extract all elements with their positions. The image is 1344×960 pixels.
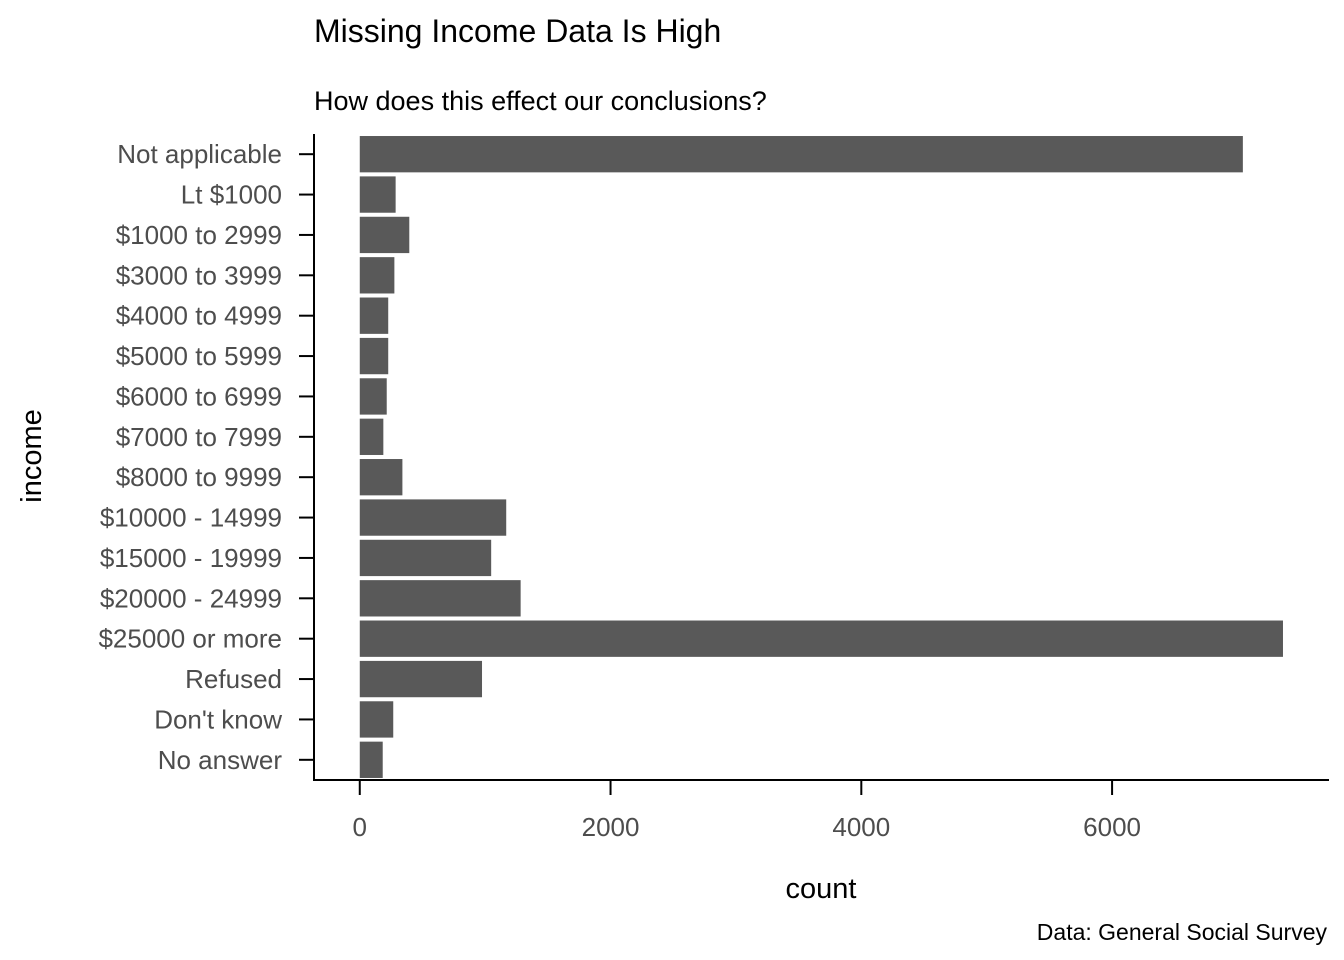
y-tick-label: Don't know	[154, 704, 282, 734]
y-tick-label: Refused	[185, 664, 282, 694]
bar	[359, 701, 394, 738]
y-tick-labels: Not applicable Lt $1000 $1000 to 2999 $3000…	[98, 139, 314, 775]
y-tick-label: $8000 to 9999	[116, 462, 282, 492]
x-tick-label: 0	[353, 812, 367, 842]
bar	[359, 297, 389, 334]
bar	[359, 337, 389, 375]
bar	[359, 660, 483, 698]
bar	[359, 216, 410, 254]
x-tick-label: 4000	[832, 812, 890, 842]
y-tick-label: $4000 to 4999	[116, 301, 282, 331]
bar	[359, 741, 383, 778]
y-tick-label: $6000 to 6999	[116, 381, 282, 411]
y-tick-label: Not applicable	[117, 139, 282, 169]
y-tick-label: $20000 - 24999	[100, 583, 282, 613]
bar	[359, 620, 1283, 657]
y-tick-label: $3000 to 3999	[116, 260, 282, 290]
bar	[359, 539, 492, 577]
bar	[359, 499, 507, 536]
x-tick-label: 6000	[1083, 812, 1141, 842]
y-tick-label: $10000 - 14999	[100, 503, 282, 533]
chart-subtitle: How does this effect our conclusions?	[314, 86, 767, 116]
bar	[359, 257, 395, 294]
bar	[359, 580, 521, 617]
x-axis-title: count	[786, 873, 857, 905]
bar	[359, 459, 403, 496]
x-tick-label: 2000	[582, 812, 640, 842]
x-ticks: 0 2000 4000 6000	[353, 780, 1141, 842]
chart-title: Missing Income Data Is High	[314, 13, 721, 49]
bars-group	[359, 136, 1283, 778]
y-tick-label: $5000 to 5999	[116, 341, 282, 371]
y-tick-label: No answer	[158, 745, 283, 775]
y-tick-label: $25000 or more	[98, 624, 282, 654]
y-axis-title: income	[16, 409, 48, 503]
bar	[359, 418, 384, 455]
y-tick-label: Lt $1000	[181, 180, 282, 210]
y-tick-label: $7000 to 7999	[116, 422, 282, 452]
bar	[359, 136, 1243, 173]
bar	[359, 378, 387, 415]
y-tick-label: $15000 - 19999	[100, 543, 282, 573]
chart-caption: Data: General Social Survey	[1037, 919, 1328, 945]
bar	[359, 176, 396, 213]
y-tick-label: $1000 to 2999	[116, 220, 282, 250]
